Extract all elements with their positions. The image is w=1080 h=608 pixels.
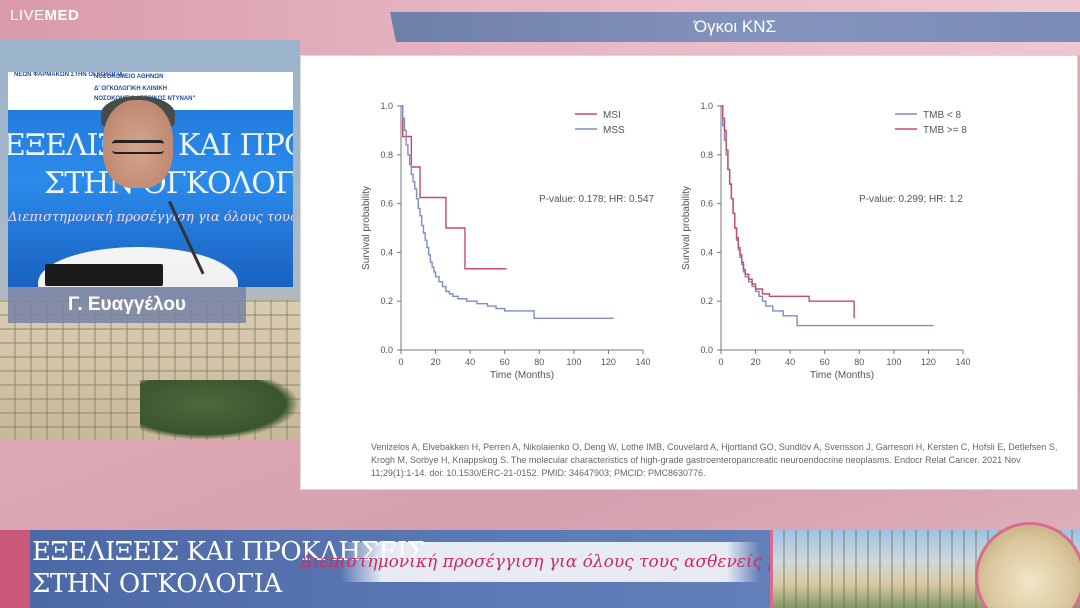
y-tick-label: 0.4 [380, 247, 393, 257]
backdrop-org-2: ΝΟΣΟΚΟΜΕΙΟ ΑΘΗΝΩΝ [94, 74, 164, 80]
laptop [45, 264, 163, 286]
backdrop-org-1: ΝΕΩΝ ΦΑΡΜΑΚΩΝ ΣΤΗΝ ΟΓΚΟΛΟΓΙΑ [14, 72, 124, 78]
x-tick-label: 20 [751, 357, 761, 367]
x-axis-label: Time (Months) [490, 370, 554, 381]
tree-photo [140, 380, 300, 440]
x-tick-label: 0 [398, 357, 403, 367]
x-tick-label: 40 [785, 357, 795, 367]
x-tick-label: 140 [955, 357, 970, 367]
y-tick-label: 0.2 [700, 296, 713, 306]
y-tick-label: 0.8 [380, 150, 393, 160]
y-tick-label: 0.0 [380, 345, 393, 355]
banner-circle-photo [975, 522, 1080, 608]
y-tick-label: 0.8 [700, 150, 713, 160]
x-tick-label: 40 [465, 357, 475, 367]
legend-label: TMB < 8 [923, 110, 962, 121]
backdrop-slogan: Διεπιστημονική προσέγγιση για όλους τους… [8, 210, 293, 225]
backdrop-org-3: Δ' ΟΓΚΟΛΟΓΙΚΗ ΚΛΙΝΙΚΗ [94, 86, 168, 92]
y-axis-label: Survival probability [361, 186, 372, 270]
x-tick-label: 60 [500, 357, 510, 367]
x-tick-label: 20 [431, 357, 441, 367]
km-curve-tmb-8 [721, 105, 855, 319]
speaker-backdrop: ΝΕΩΝ ΦΑΡΜΑΚΩΝ ΣΤΗΝ ΟΓΚΟΛΟΓΙΑ ΝΟΣΟΚΟΜΕΙΟ … [8, 72, 293, 287]
y-tick-label: 0.4 [700, 247, 713, 257]
y-tick-label: 0.6 [380, 199, 393, 209]
km-charts: 0.0 0.2 0.4 0.6 0.8 1.0 0 20 40 60 80 100 120 140 Time… [361, 101, 971, 381]
x-axis-label: Time (Months) [810, 370, 874, 381]
y-tick-label: 0.6 [700, 199, 713, 209]
legend-label: MSI [603, 110, 621, 121]
livemed-logo: LIVEMED [10, 7, 80, 24]
speaker-head [103, 100, 173, 188]
km-curve-mss [401, 105, 614, 319]
legend-label: MSS [603, 125, 625, 136]
y-axis-label: Survival probability [681, 186, 692, 270]
y-tick-label: 1.0 [380, 101, 393, 111]
p-value-annotation: P-value: 0.178; HR: 0.547 [539, 194, 655, 205]
legend-label: TMB >= 8 [923, 125, 967, 136]
y-tick-label: 1.0 [700, 101, 713, 111]
glasses [112, 140, 164, 154]
x-tick-label: 60 [820, 357, 830, 367]
x-tick-label: 0 [718, 357, 723, 367]
banner-edge [0, 530, 30, 608]
x-tick-label: 80 [534, 357, 544, 367]
x-tick-label: 140 [635, 357, 650, 367]
x-tick-label: 100 [886, 357, 901, 367]
km-curve-tmb-8 [721, 105, 934, 327]
speaker-name: Γ. Ευαγγέλου [8, 287, 246, 323]
p-value-annotation: P-value: 0.299; HR: 1.2 [859, 194, 963, 205]
presentation-slide: 0.0 0.2 0.4 0.6 0.8 1.0 0 20 40 60 80 100 120 140 Time… [300, 55, 1078, 490]
x-tick-label: 80 [854, 357, 864, 367]
x-tick-label: 120 [921, 357, 936, 367]
x-tick-label: 100 [566, 357, 581, 367]
x-tick-label: 120 [601, 357, 616, 367]
banner-slogan: Διεπιστημονική προσέγγιση για όλους τους… [300, 542, 800, 582]
session-title: Όγκοι ΚΝΣ [390, 12, 1080, 42]
banner-title-line2: ΣΤΗΝ ΟΓΚΟΛΟΓΙΑ [32, 569, 282, 599]
y-tick-label: 0.2 [380, 296, 393, 306]
y-tick-label: 0.0 [700, 345, 713, 355]
km-curve-msi [401, 105, 507, 270]
citation: Venizelos A, Elvebakken H, Perren A, Nik… [371, 442, 1058, 478]
